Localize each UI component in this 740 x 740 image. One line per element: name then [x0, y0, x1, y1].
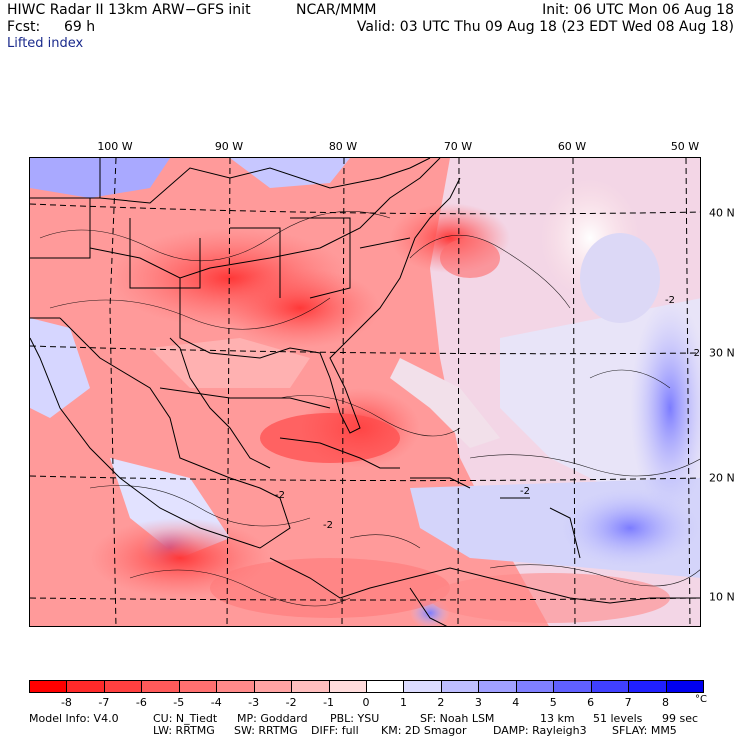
colorbar-level-label: -8	[60, 696, 72, 709]
lon-label-80w: 80 W	[328, 140, 358, 153]
west-mexico-pale	[30, 318, 90, 418]
colorbar-cell	[665, 680, 704, 693]
footer-resolution: 13 km	[540, 712, 575, 725]
colorbar-cell	[178, 680, 218, 693]
lat-label-10n: 10 N	[709, 590, 735, 604]
red-blob-atlantic	[440, 238, 500, 278]
footer-diff: DIFF: full	[311, 724, 359, 737]
colorbar-cell	[590, 680, 630, 693]
lon-label-90w: 90 W	[214, 140, 244, 153]
colorbar-cell	[366, 680, 405, 693]
org-label: NCAR/MMM	[296, 2, 377, 18]
colorbar-cell	[553, 680, 592, 693]
footer-mp: MP: Goddard	[237, 712, 308, 725]
lon-label-100w: 100 W	[97, 140, 133, 153]
colorbar-level-label: -3	[248, 696, 260, 709]
colorbar-cell	[216, 680, 255, 693]
colorbar-level-label: 4	[512, 696, 520, 709]
colorbar-level-label: -1	[323, 696, 335, 709]
colorbar-level-label: -2	[285, 696, 297, 709]
colorbar-level-label: -5	[173, 696, 185, 709]
valid-label: Valid: 03 UTC Thu 09 Aug 18 (23 EDT Wed …	[356, 19, 734, 35]
footer-timestep: 99 sec	[662, 712, 699, 725]
colorbar-cell	[628, 680, 667, 693]
pale-swirl-core	[580, 233, 660, 323]
lon-label-50w: 50 W	[670, 140, 700, 153]
coastlines	[30, 158, 700, 626]
lat-label-30n: 30 N	[709, 346, 735, 360]
map-panel: -2 -2 -2 -2 -2	[29, 157, 701, 627]
red-venezuela	[430, 573, 670, 623]
north-blue	[230, 158, 350, 188]
colorbar-level-label: 2	[437, 696, 445, 709]
footer-sf: SF: Noah LSM	[420, 712, 495, 725]
lat-label-20n: 20 N	[709, 471, 735, 485]
colorbar-cell	[478, 680, 517, 693]
colorbar-cell	[440, 680, 480, 693]
colorbar-unit: °C	[695, 694, 707, 705]
colorbar-level-label: -4	[210, 696, 222, 709]
colorbar-cell	[103, 680, 143, 693]
red-south-caribbean	[210, 558, 450, 618]
footer-pbl: PBL: YSU	[330, 712, 380, 725]
contour-label: -2	[275, 490, 285, 501]
footer-cu: CU: N_Tiedt	[153, 712, 218, 725]
colorbar-cell	[141, 680, 180, 693]
colorbar-level-label: 1	[399, 696, 407, 709]
colorbar-cell	[253, 680, 293, 693]
footer-sflay: SFLAY: MM5	[612, 724, 677, 737]
colorbar-cell	[515, 680, 555, 693]
red-core-southeast	[220, 268, 380, 348]
init-label: Init: 06 UTC Mon 06 Aug 18	[542, 2, 734, 18]
lon-label-70w: 70 W	[443, 140, 473, 153]
colorbar-cell	[403, 680, 442, 693]
contour-label-group: -2 -2 -2 -2 -2	[275, 295, 700, 531]
footer-km: KM: 2D Smagor	[381, 724, 467, 737]
model-title: HIWC Radar II 13km ARW−GFS init	[7, 2, 251, 18]
colorbar-level-label: 3	[474, 696, 482, 709]
contour-label: -2	[665, 295, 675, 306]
fcst-value: 69 h	[64, 19, 96, 35]
colorbar-cell	[328, 680, 367, 693]
lat-label-40n: 40 N	[709, 206, 735, 220]
red-core-cuba	[260, 413, 400, 463]
colorbar-level-label: 8	[662, 696, 670, 709]
footer-damp: DAMP: Rayleigh3	[493, 724, 587, 737]
bahamas-pale	[390, 358, 500, 448]
contour-lines	[39, 211, 700, 607]
colorbar-level-label: -7	[98, 696, 110, 709]
contour-label: -2	[690, 348, 700, 359]
lifted-index-map: -2 -2 -2 -2 -2	[30, 158, 700, 626]
colorbar-cell	[291, 680, 330, 693]
footer-lw: LW: RRTMG	[153, 724, 215, 737]
fcst-label: Fcst:	[7, 19, 41, 35]
lat-lon-grid	[30, 158, 700, 626]
field-name: Lifted index	[7, 36, 84, 51]
contour-label: -2	[323, 520, 333, 531]
lon-label-60w: 60 W	[557, 140, 587, 153]
footer-sw: SW: RRTMG	[234, 724, 298, 737]
colorbar-level-label: -6	[135, 696, 147, 709]
colorbar-cell	[66, 680, 105, 693]
footer-levels: 51 levels	[593, 712, 643, 725]
colorbar-level-label: 0	[362, 696, 370, 709]
colorbar-level-label: 7	[624, 696, 632, 709]
colorbar-level-label: 5	[549, 696, 557, 709]
footer-model-info: Model Info: V4.0	[29, 712, 119, 725]
contour-label: -2	[520, 486, 530, 497]
colorbar-cell	[29, 680, 68, 693]
colorbar-level-label: 6	[587, 696, 595, 709]
